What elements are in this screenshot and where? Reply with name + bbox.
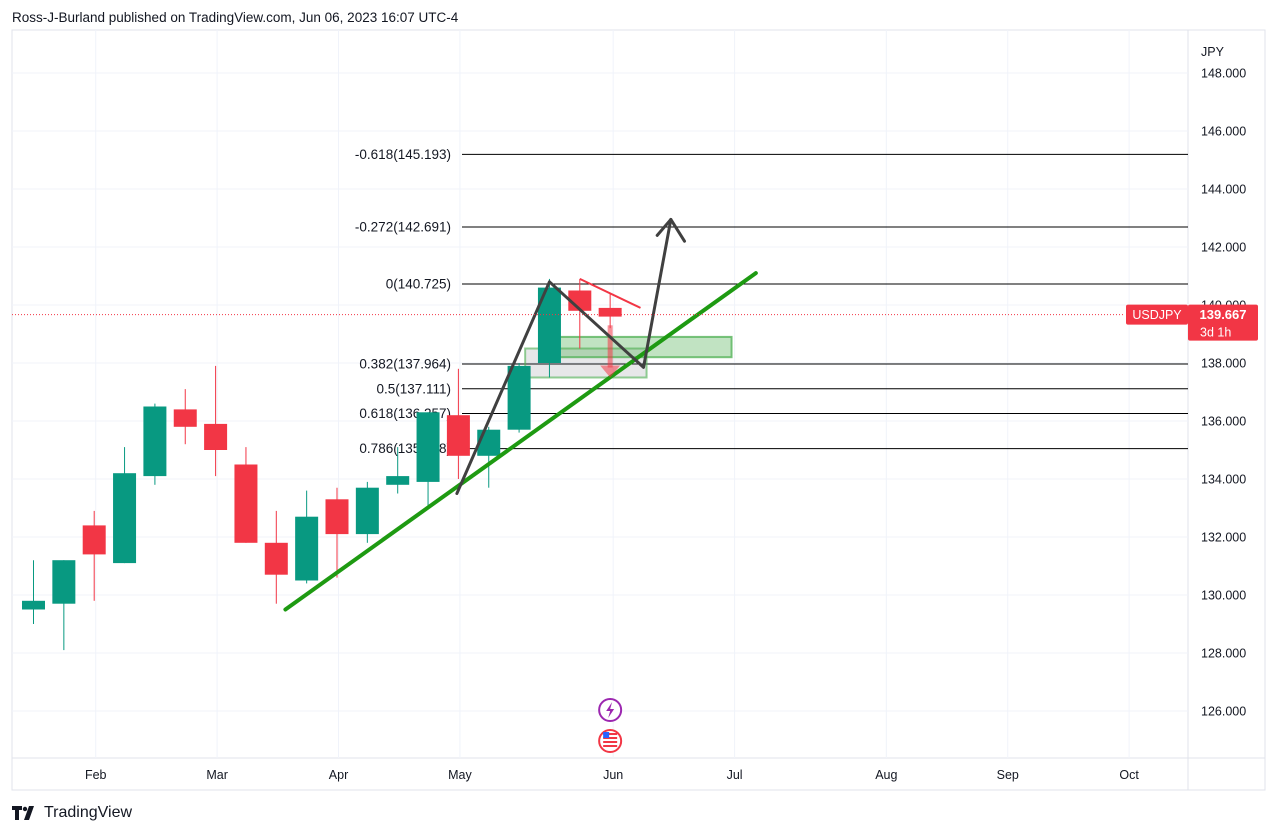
candle-body[interactable] [22, 600, 45, 610]
fib-level-label: 0.382(137.964) [359, 357, 451, 372]
down-arrow-head [600, 365, 621, 378]
lightning-glyph [606, 702, 615, 718]
candle-body[interactable] [264, 542, 288, 575]
fib-level-label: 0.5(137.111) [376, 381, 451, 396]
candle-body[interactable] [446, 415, 470, 456]
attribution-header: Ross-J-Burland published on TradingView.… [12, 10, 459, 25]
tradingview-logo[interactable]: TradingView [12, 804, 132, 822]
time-tick-label: Mar [206, 768, 228, 782]
price-tick-label: 142.000 [1201, 241, 1246, 255]
time-tick-label: Jul [727, 768, 743, 782]
price-tick-label: 146.000 [1201, 125, 1246, 139]
time-tick-label: Aug [875, 768, 897, 782]
time-tick-label: Feb [85, 768, 107, 782]
plot-frame [11, 29, 1266, 791]
candle-body[interactable] [204, 423, 228, 450]
candle-body[interactable] [295, 516, 319, 581]
price-tick-label: 144.000 [1201, 183, 1246, 197]
time-tick-label: Apr [329, 768, 348, 782]
symbol-label: USDJPY [1132, 308, 1182, 322]
us-flag-event-icon[interactable] [598, 729, 623, 753]
price-tick-label: 132.000 [1201, 531, 1246, 545]
time-tick-label: Oct [1119, 768, 1139, 782]
price-tick-label: 136.000 [1201, 415, 1246, 429]
time-tick-label: May [448, 768, 472, 782]
candle-body[interactable] [173, 409, 197, 427]
candle-body[interactable] [325, 499, 349, 535]
price-tick-label: 130.000 [1201, 589, 1246, 603]
interval-label: 3d 1h [1200, 326, 1231, 340]
time-tick-label: Sep [997, 768, 1019, 782]
candle-body[interactable] [234, 464, 258, 543]
currency-label: JPY [1201, 45, 1225, 59]
candle-body[interactable] [143, 406, 167, 477]
flag-canton [603, 732, 610, 738]
candle-body[interactable] [507, 365, 531, 430]
price-tick-label: 138.000 [1201, 357, 1246, 371]
projection-arrowhead [655, 217, 687, 243]
time-tick-label: Jun [603, 768, 623, 782]
price-tick-label: 134.000 [1201, 473, 1246, 487]
current-price-label: 139.667 [1200, 307, 1247, 322]
projection-path [455, 217, 673, 495]
tradingview-brand: TradingView [44, 804, 133, 821]
candle-body[interactable] [52, 560, 76, 604]
price-tick-label: 126.000 [1201, 705, 1246, 719]
tradingview-logo-icon [12, 806, 34, 820]
wedge-line [579, 277, 641, 309]
trendline [283, 271, 758, 612]
symbol-label-bg [1126, 304, 1188, 325]
fib-level-label: 0(140.725) [386, 276, 451, 291]
lightning-event-icon[interactable] [598, 698, 623, 722]
current-price-label-bg [1188, 304, 1258, 341]
candle-body[interactable] [82, 525, 106, 555]
price-tick-label: 148.000 [1201, 67, 1246, 81]
candle-body[interactable] [113, 473, 137, 564]
candle-body[interactable] [386, 476, 410, 485]
candle-body[interactable] [537, 287, 561, 363]
candle-body[interactable] [355, 487, 379, 535]
price-tick-label: 128.000 [1201, 647, 1246, 661]
fib-level-label: -0.618(145.193) [355, 147, 451, 162]
candle-body[interactable] [416, 412, 440, 482]
fib-level-label: -0.272(142.691) [355, 219, 451, 234]
candle-body[interactable] [598, 307, 622, 317]
